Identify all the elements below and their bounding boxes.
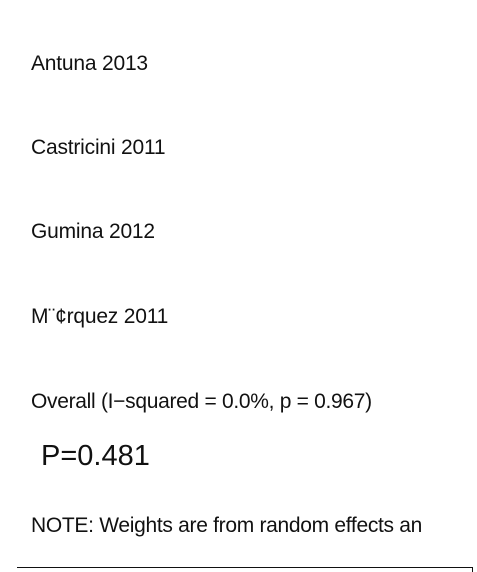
- axis-baseline: [17, 567, 473, 568]
- study-label-marquez-2011: M¨¢rquez 2011: [31, 305, 169, 328]
- study-label-gumina-2012: Gumina 2012: [31, 220, 155, 243]
- p-value-label: P=0.481: [41, 440, 150, 472]
- study-label-castricini-2011: Castricini 2011: [31, 136, 166, 159]
- axis-tick: [472, 567, 473, 572]
- study-label-antuna-2013: Antuna 2013: [31, 52, 148, 75]
- overall-summary-label: Overall (I−squared = 0.0%, p = 0.967): [31, 390, 372, 413]
- weights-note: NOTE: Weights are from random effects an: [31, 514, 423, 537]
